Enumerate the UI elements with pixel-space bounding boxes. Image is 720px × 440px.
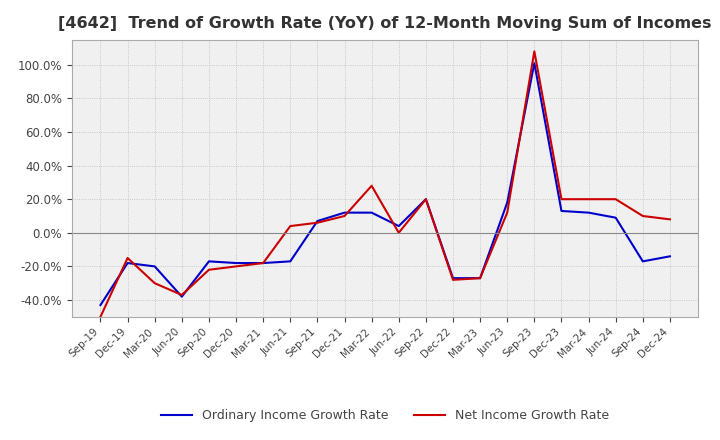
Net Income Growth Rate: [530, 49, 539, 54]
Ordinary Income Growth Rate: [584, 210, 593, 215]
Net Income Growth Rate: [232, 264, 240, 269]
Net Income Growth Rate: [665, 217, 674, 222]
Net Income Growth Rate: [584, 197, 593, 202]
Net Income Growth Rate: [639, 213, 647, 219]
Net Income Growth Rate: [421, 197, 430, 202]
Ordinary Income Growth Rate: [123, 260, 132, 266]
Ordinary Income Growth Rate: [557, 208, 566, 213]
Ordinary Income Growth Rate: [639, 259, 647, 264]
Net Income Growth Rate: [476, 275, 485, 281]
Net Income Growth Rate: [123, 255, 132, 260]
Net Income Growth Rate: [503, 210, 511, 215]
Net Income Growth Rate: [313, 220, 322, 225]
Ordinary Income Growth Rate: [395, 224, 403, 229]
Legend: Ordinary Income Growth Rate, Net Income Growth Rate: Ordinary Income Growth Rate, Net Income …: [156, 404, 614, 427]
Ordinary Income Growth Rate: [232, 260, 240, 266]
Ordinary Income Growth Rate: [150, 264, 159, 269]
Ordinary Income Growth Rate: [286, 259, 294, 264]
Net Income Growth Rate: [395, 230, 403, 235]
Net Income Growth Rate: [611, 197, 620, 202]
Net Income Growth Rate: [341, 213, 349, 219]
Ordinary Income Growth Rate: [421, 197, 430, 202]
Ordinary Income Growth Rate: [530, 60, 539, 66]
Title: [4642]  Trend of Growth Rate (YoY) of 12-Month Moving Sum of Incomes: [4642] Trend of Growth Rate (YoY) of 12-…: [58, 16, 712, 32]
Ordinary Income Growth Rate: [178, 294, 186, 299]
Line: Ordinary Income Growth Rate: Ordinary Income Growth Rate: [101, 63, 670, 305]
Ordinary Income Growth Rate: [313, 218, 322, 224]
Ordinary Income Growth Rate: [259, 260, 268, 266]
Ordinary Income Growth Rate: [665, 254, 674, 259]
Line: Net Income Growth Rate: Net Income Growth Rate: [101, 51, 670, 317]
Net Income Growth Rate: [150, 281, 159, 286]
Net Income Growth Rate: [557, 197, 566, 202]
Ordinary Income Growth Rate: [476, 275, 485, 281]
Ordinary Income Growth Rate: [503, 200, 511, 205]
Ordinary Income Growth Rate: [367, 210, 376, 215]
Ordinary Income Growth Rate: [341, 210, 349, 215]
Net Income Growth Rate: [367, 183, 376, 188]
Ordinary Income Growth Rate: [611, 215, 620, 220]
Net Income Growth Rate: [259, 260, 268, 266]
Net Income Growth Rate: [178, 292, 186, 297]
Net Income Growth Rate: [286, 224, 294, 229]
Ordinary Income Growth Rate: [449, 275, 457, 281]
Net Income Growth Rate: [449, 277, 457, 282]
Net Income Growth Rate: [204, 267, 213, 272]
Net Income Growth Rate: [96, 314, 105, 319]
Ordinary Income Growth Rate: [204, 259, 213, 264]
Ordinary Income Growth Rate: [96, 302, 105, 308]
